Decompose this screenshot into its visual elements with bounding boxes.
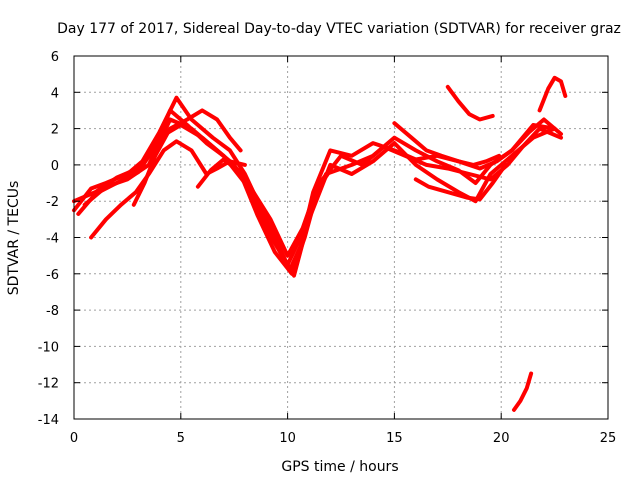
y-tick-label: 2 [51, 123, 59, 138]
y-tick-label: -10 [38, 340, 59, 355]
y-tick-label: 6 [51, 50, 59, 65]
y-tick-label: 0 [51, 159, 59, 174]
y-axis-ticks: -14 -12 -10 -8 -6 -4 -2 0 2 4 6 [38, 50, 608, 428]
series-line-track-4 [72, 123, 557, 267]
y-tick-label: -4 [46, 232, 59, 247]
y-axis-label: SDTVAR / TECUs [6, 181, 22, 296]
series-line-track-7 [195, 157, 333, 258]
x-axis-label: GPS time / hours [281, 459, 398, 475]
series-line-track-6 [131, 108, 243, 207]
series-line-track-12 [512, 371, 534, 412]
y-tick-label: -12 [38, 377, 59, 392]
y-tick-label: 4 [51, 86, 59, 101]
y-tick-label: -6 [46, 268, 59, 283]
series-line-track-11 [537, 75, 568, 113]
y-tick-label: -8 [46, 304, 59, 319]
x-axis-ticks: 0 5 10 15 20 25 [70, 56, 616, 446]
chart-title: Day 177 of 2017, Sidereal Day-to-day VTE… [57, 21, 621, 37]
x-tick-label: 25 [600, 431, 617, 446]
series-layer [72, 75, 568, 412]
grid-lines [74, 56, 608, 419]
series-line-track-9 [413, 162, 508, 202]
y-tick-label: -2 [46, 195, 59, 210]
x-tick-label: 10 [279, 431, 296, 446]
x-tick-label: 5 [177, 431, 185, 446]
series-line-track-10 [445, 84, 495, 122]
x-tick-label: 15 [386, 431, 403, 446]
y-tick-label: -14 [38, 413, 59, 428]
x-tick-label: 20 [493, 431, 510, 446]
series-line-track-5 [89, 139, 247, 240]
x-tick-label: 0 [70, 431, 78, 446]
series-line-track-8 [392, 121, 502, 167]
